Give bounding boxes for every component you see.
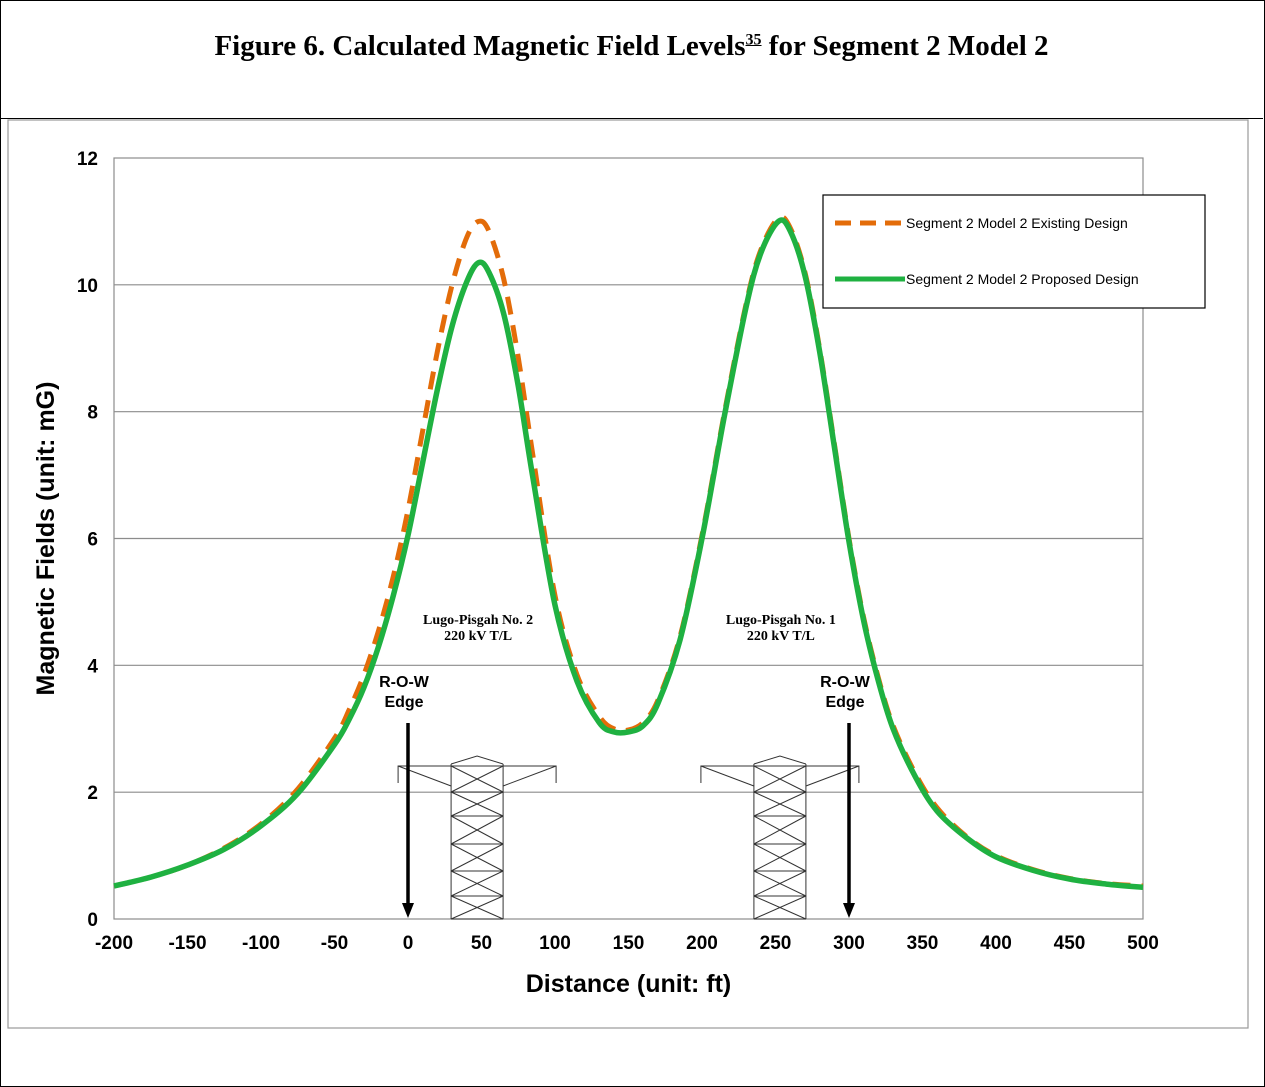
row-edge-arrow-head [402, 903, 414, 918]
tower-lugo-pisgah-2 [397, 755, 557, 920]
tower-brace [450, 843, 504, 872]
line-label: Lugo-Pisgah No. 1 [726, 613, 836, 628]
tower-brace [753, 843, 807, 872]
y-tick-label: 8 [87, 403, 98, 424]
figure-title-tail: for Segment 2 Model 2 [761, 30, 1049, 62]
row-edge-label: Edge [825, 694, 864, 711]
x-tick-label: 150 [613, 933, 645, 954]
x-tick-label: 200 [686, 933, 718, 954]
line-label: 220 kV T/L [747, 629, 815, 644]
y-tick-label: 6 [87, 530, 98, 551]
figure-title: Figure 6. Calculated Magnetic Field Leve… [0, 30, 1263, 63]
tower-brace [753, 870, 807, 897]
tower-brace [700, 765, 755, 787]
legend: Segment 2 Model 2 Existing Design Segment… [822, 194, 1206, 309]
footnote-reference: 35 [745, 31, 762, 49]
x-tick-label: -50 [321, 933, 348, 954]
y-tick-label: 0 [87, 910, 98, 931]
tower-brace [450, 895, 504, 920]
tower-brace [753, 791, 807, 817]
transmission-towers [397, 755, 860, 920]
line-label: Lugo-Pisgah No. 2 [423, 613, 533, 628]
y-tick-label: 4 [87, 656, 98, 677]
row-edge-label: R-O-W [820, 674, 871, 691]
x-tick-label: 0 [403, 933, 414, 954]
y-tick-label: 12 [77, 149, 98, 170]
tower-peak [753, 755, 807, 765]
x-tick-label: -150 [168, 933, 206, 954]
line-label: 220 kV T/L [444, 629, 512, 644]
title-cell: Figure 6. Calculated Magnetic Field Leve… [0, 0, 1263, 119]
tower-brace [450, 765, 504, 793]
tower-brace [450, 870, 504, 897]
gridlines [113, 157, 1144, 920]
series-lines [113, 214, 1144, 891]
x-tick-label: 500 [1127, 933, 1159, 954]
tower-brace [753, 765, 807, 793]
x-tick-label: 350 [907, 933, 939, 954]
y-tick-label: 2 [87, 783, 98, 804]
x-tick-label: 250 [760, 933, 792, 954]
y-tick-label: 10 [77, 276, 98, 297]
row-edge-label: Edge [384, 694, 423, 711]
x-axis-label: Distance (unit: ft) [526, 970, 732, 998]
series-line-proposed-design [113, 217, 1144, 891]
tower-brace [450, 815, 504, 845]
tower-peak [450, 755, 504, 765]
tower-lugo-pisgah-1 [700, 755, 860, 920]
x-tick-label: 300 [833, 933, 865, 954]
legend-label: Segment 2 Model 2 Existing Design [906, 215, 1128, 231]
row-edge-label: R-O-W [379, 674, 430, 691]
x-tick-label: 100 [539, 933, 571, 954]
tower-brace [753, 895, 807, 920]
x-tick-label: -100 [242, 933, 280, 954]
x-tick-label: 450 [1054, 933, 1086, 954]
x-tick-label: 400 [980, 933, 1012, 954]
figure-title-main: Figure 6. Calculated Magnetic Field Leve… [214, 30, 746, 62]
x-tick-label: 50 [471, 933, 492, 954]
row-edge-arrow-head [843, 903, 855, 918]
tower-brace [450, 791, 504, 817]
axes: 0 2 4 6 8 10 12 -200 -150 -100 -50 0 50 100 150 200 250 3… [32, 149, 1159, 998]
y-axis-label: Magnetic Fields (unit: mG) [32, 382, 60, 696]
legend-box [822, 194, 1206, 309]
legend-label: Segment 2 Model 2 Proposed Design [906, 271, 1139, 287]
tower-brace [502, 765, 557, 787]
tower-brace [753, 815, 807, 845]
x-tick-label: -200 [95, 933, 133, 954]
